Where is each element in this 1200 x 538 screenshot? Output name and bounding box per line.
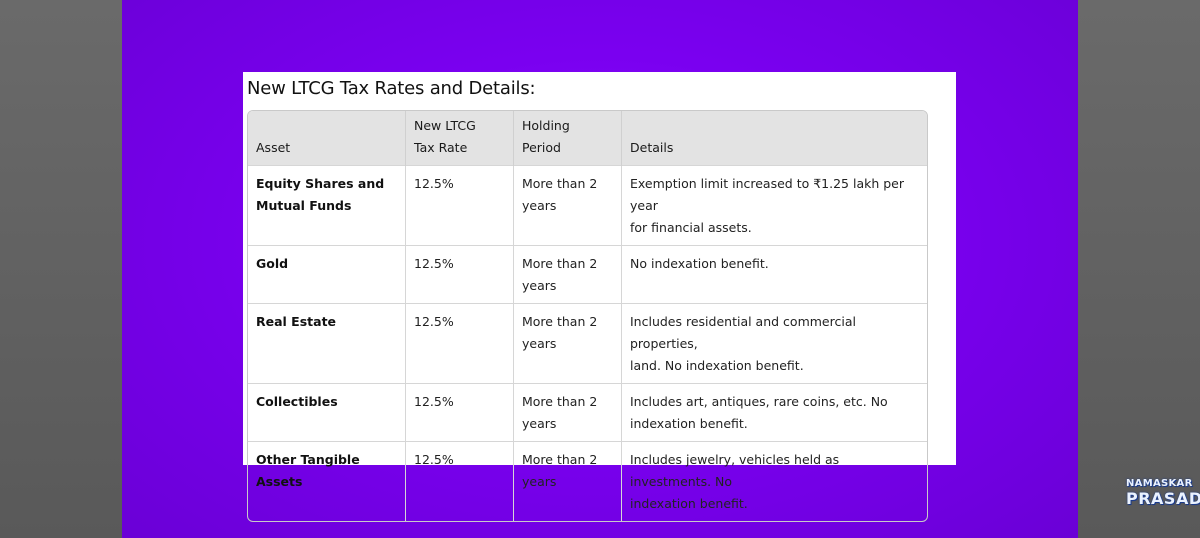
cell-period-line2: years xyxy=(522,278,557,293)
table-row: Collectibles 12.5% More than 2 years Inc… xyxy=(248,383,927,442)
cell-details-line1: Exemption limit increased to ₹1.25 lakh … xyxy=(630,176,905,213)
table-row: Real Estate 12.5% More than 2 years Incl… xyxy=(248,303,927,384)
cell-period-line1: More than 2 xyxy=(522,452,598,467)
cell-rate: 12.5% xyxy=(405,165,514,246)
table-header: Asset New LTCG Tax Rate Holding Period D… xyxy=(248,111,927,166)
header-asset-label: Asset xyxy=(256,140,291,155)
cell-period: More than 2 years xyxy=(513,303,622,384)
cell-rate: 12.5% xyxy=(405,441,514,521)
cell-asset-line1: Equity Shares and xyxy=(256,176,385,191)
channel-watermark-logo: NAMASKAR PRASAD xyxy=(1126,478,1200,514)
header-tax-rate: New LTCG Tax Rate xyxy=(405,111,514,166)
cell-period-line2: years xyxy=(522,474,557,489)
cell-details: Exemption limit increased to ₹1.25 lakh … xyxy=(621,165,927,246)
cell-period: More than 2 years xyxy=(513,383,622,442)
table-row: Other Tangible Assets 12.5% More than 2 … xyxy=(248,441,927,521)
right-letterbox xyxy=(1078,0,1200,538)
cell-asset-line1: Real Estate xyxy=(256,314,337,329)
header-asset: Asset xyxy=(248,111,406,166)
header-details: Details xyxy=(622,111,928,166)
cell-details-line1: Includes jewelry, vehicles held as inves… xyxy=(630,452,840,489)
cell-asset-line1: Gold xyxy=(256,256,289,271)
header-details-label: Details xyxy=(630,140,674,155)
header-holding-period: Holding Period xyxy=(513,111,622,166)
header-row: Asset New LTCG Tax Rate Holding Period D… xyxy=(248,111,927,166)
cell-period-line1: More than 2 xyxy=(522,314,598,329)
ltcg-table: Asset New LTCG Tax Rate Holding Period D… xyxy=(248,111,927,521)
cell-details-line2: for financial assets. xyxy=(630,220,752,235)
table-row: Gold 12.5% More than 2 years No indexati… xyxy=(248,245,927,304)
cell-details: No indexation benefit. xyxy=(621,245,927,304)
header-holding-period-line1: Holding xyxy=(522,118,570,133)
cell-details-line2: indexation benefit. xyxy=(630,496,748,511)
cell-period: More than 2 years xyxy=(513,441,622,521)
table-row: Equity Shares and Mutual Funds 12.5% Mor… xyxy=(248,165,927,246)
cell-asset: Other Tangible Assets xyxy=(248,441,406,521)
header-holding-period-line2: Period xyxy=(522,140,561,155)
cell-period-line2: years xyxy=(522,416,557,431)
cell-details-line2: land. No indexation benefit. xyxy=(630,358,804,373)
cell-period-line1: More than 2 xyxy=(522,176,598,191)
table-body: Equity Shares and Mutual Funds 12.5% Mor… xyxy=(248,165,927,521)
cell-asset: Real Estate xyxy=(248,303,406,384)
cell-period-line2: years xyxy=(522,336,557,351)
cell-details: Includes residential and commercial prop… xyxy=(621,303,927,384)
ltcg-table-container: Asset New LTCG Tax Rate Holding Period D… xyxy=(247,110,928,522)
cell-asset: Equity Shares and Mutual Funds xyxy=(248,165,406,246)
watermark-line1: NAMASKAR xyxy=(1126,478,1193,489)
cell-details: Includes art, antiques, rare coins, etc.… xyxy=(621,383,927,442)
cell-rate: 12.5% xyxy=(405,303,514,384)
cell-asset-line2: Mutual Funds xyxy=(256,198,352,213)
left-letterbox xyxy=(0,0,122,538)
cell-rate: 12.5% xyxy=(405,245,514,304)
cell-period-line2: years xyxy=(522,198,557,213)
cell-period-line1: More than 2 xyxy=(522,394,598,409)
header-tax-rate-line2: Tax Rate xyxy=(414,140,468,155)
cell-period-line1: More than 2 xyxy=(522,256,598,271)
cell-asset-line1: Other Tangible Assets xyxy=(256,452,360,489)
card-title: New LTCG Tax Rates and Details: xyxy=(247,78,536,99)
watermark-line2: PRASAD xyxy=(1126,489,1200,508)
cell-asset: Collectibles xyxy=(248,383,406,442)
cell-details: Includes jewelry, vehicles held as inves… xyxy=(621,441,927,521)
cell-details-line1: No indexation benefit. xyxy=(630,256,769,271)
cell-period: More than 2 years xyxy=(513,165,622,246)
cell-details-line2: indexation benefit. xyxy=(630,416,748,431)
cell-rate: 12.5% xyxy=(405,383,514,442)
cell-details-line1: Includes residential and commercial prop… xyxy=(630,314,856,351)
cell-period: More than 2 years xyxy=(513,245,622,304)
header-tax-rate-line1: New LTCG xyxy=(414,118,476,133)
cell-details-line1: Includes art, antiques, rare coins, etc.… xyxy=(630,394,888,409)
ltcg-card: New LTCG Tax Rates and Details: Asset Ne… xyxy=(243,72,956,522)
cell-asset-line1: Collectibles xyxy=(256,394,338,409)
cell-asset: Gold xyxy=(248,245,406,304)
